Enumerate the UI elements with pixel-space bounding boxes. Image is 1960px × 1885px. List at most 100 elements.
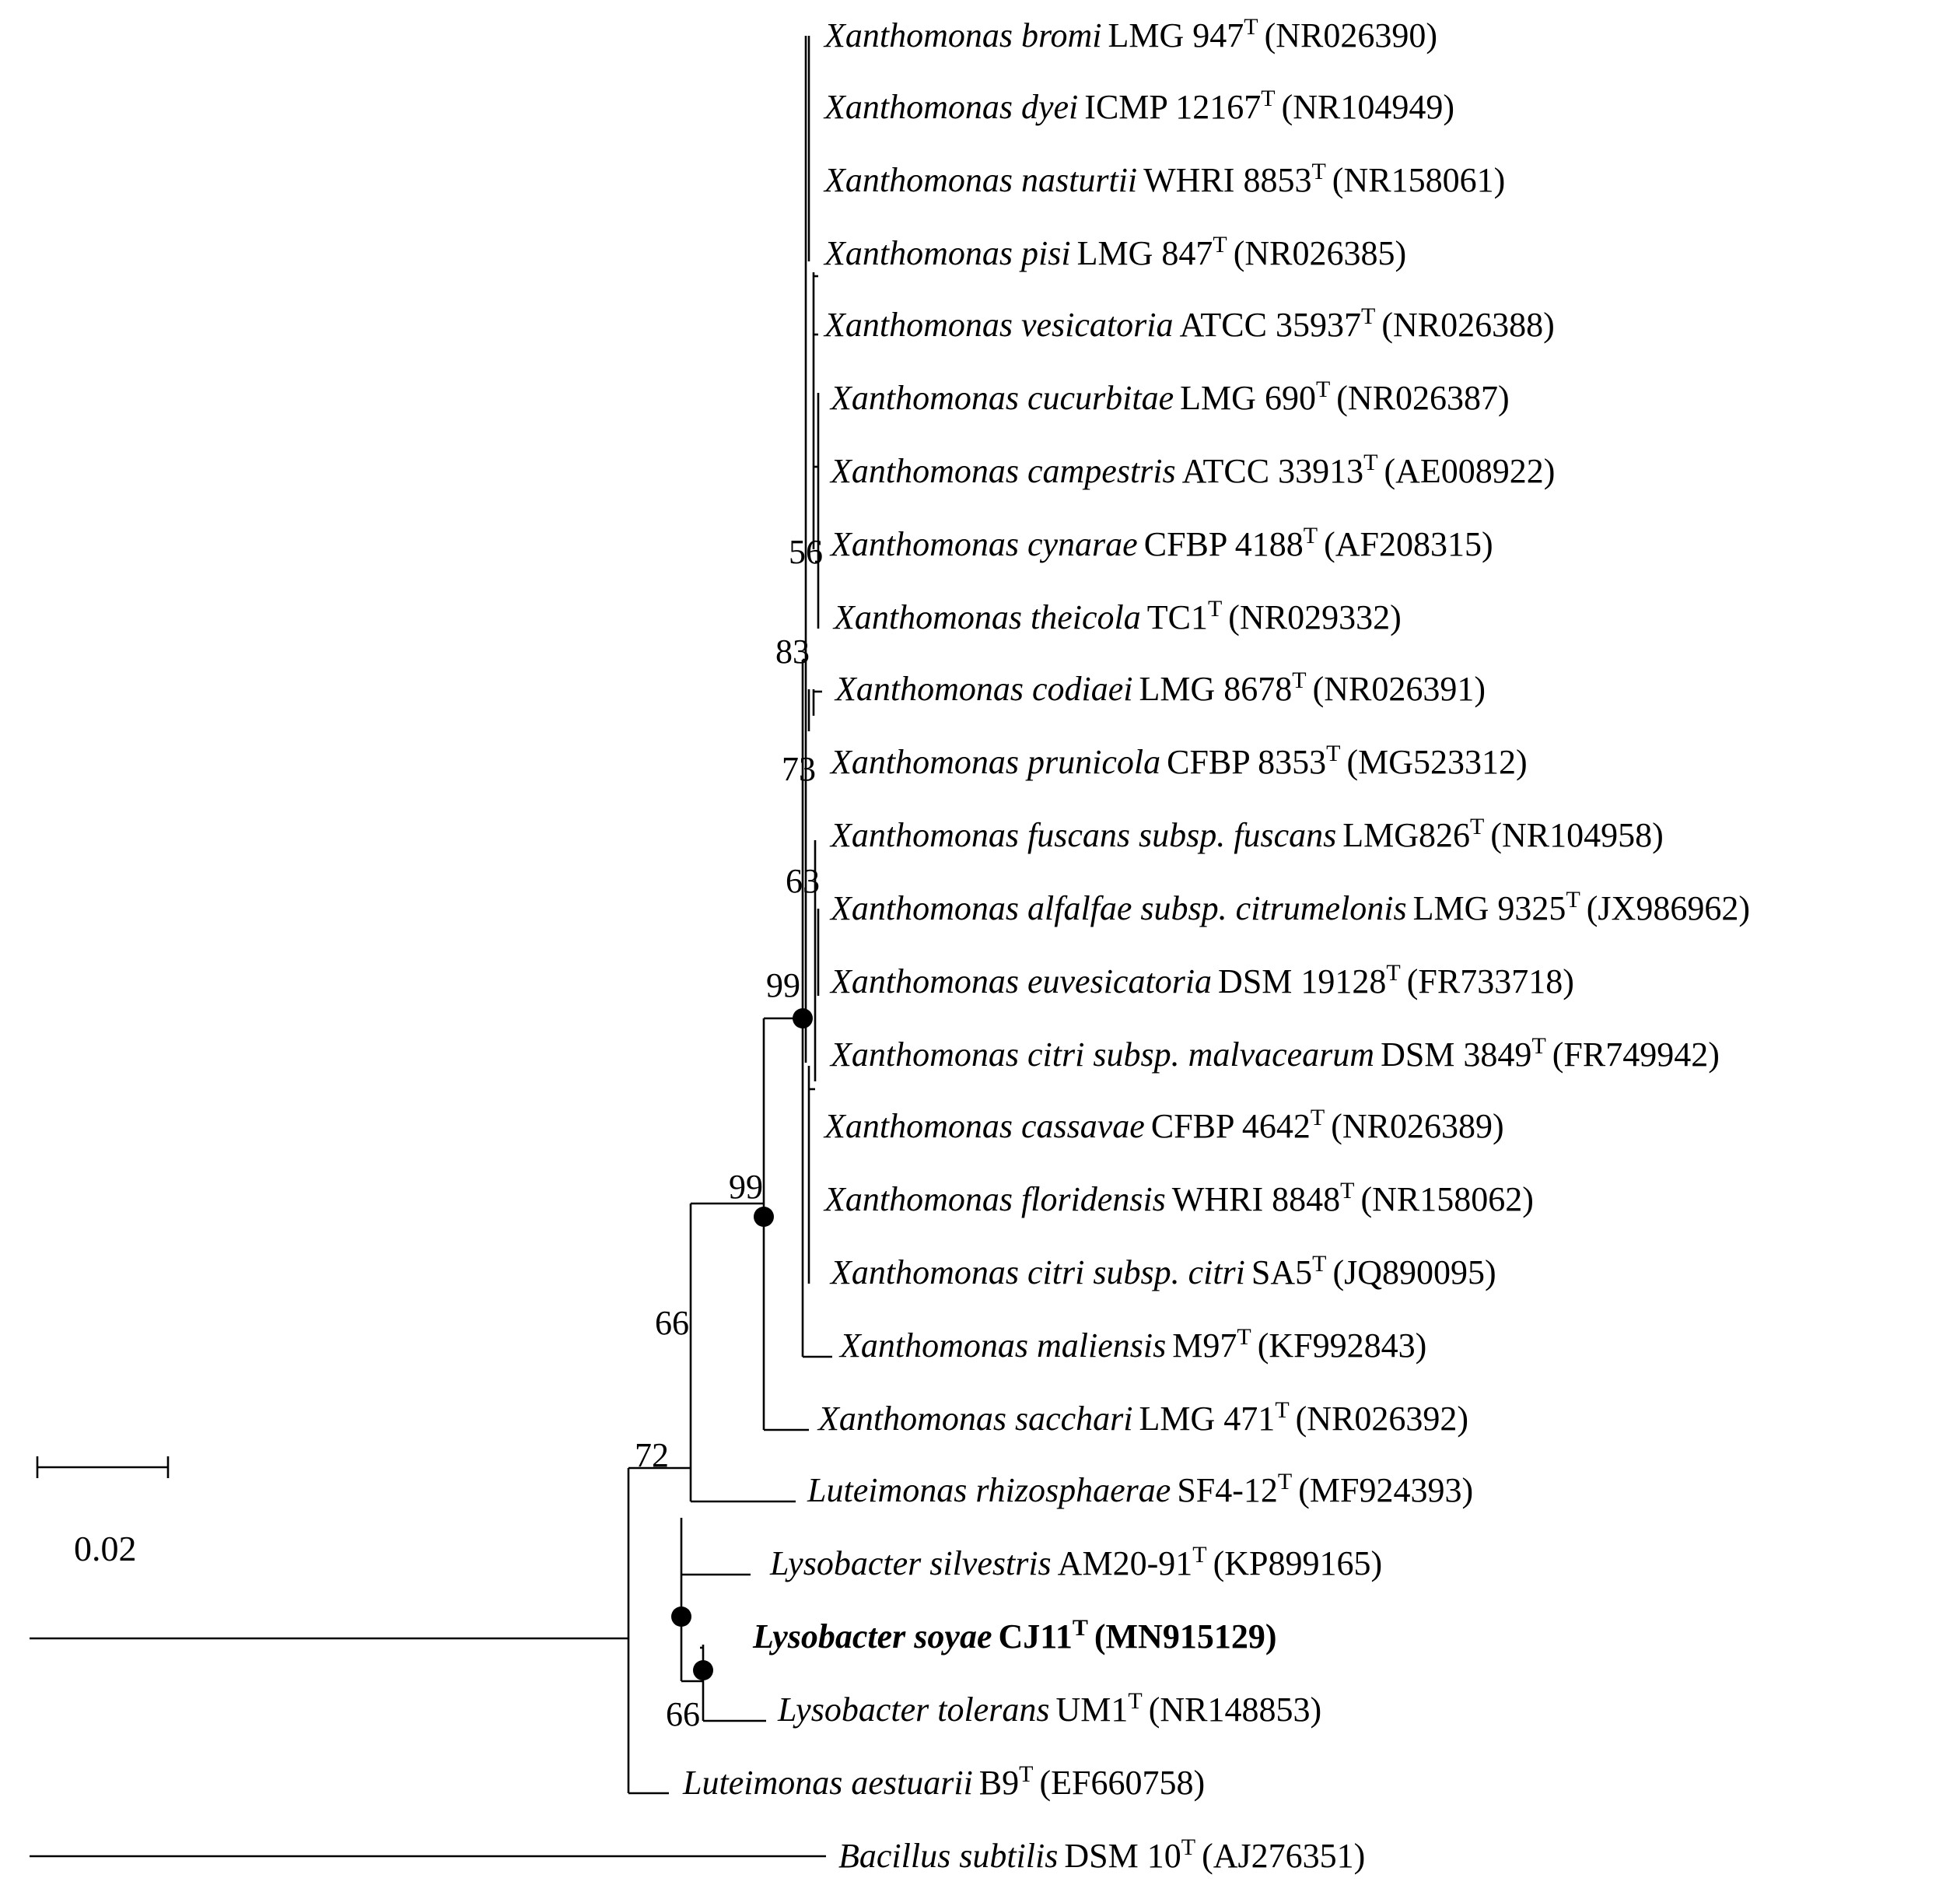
type-strain-mark: T — [1261, 86, 1275, 111]
type-strain-mark: T — [1386, 960, 1400, 986]
strain-name: WHRI 8848 — [1172, 1180, 1340, 1218]
strain-name: LMG 471 — [1139, 1400, 1276, 1438]
taxon-label-luteimonas-rhizosphaerae: Luteimonas rhizosphaerae SF4-12T (MF924393… — [807, 1469, 1473, 1509]
species-name: Xanthomonas nasturtii — [823, 161, 1137, 199]
species-name: Luteimonas rhizosphaerae — [807, 1471, 1171, 1509]
type-strain-mark: T — [1181, 1834, 1195, 1860]
bootstrap-value-xanthomonas-all: 99 — [729, 1168, 763, 1206]
taxon-label-xanthomonas-vesicatoria: Xanthomonas vesicatoria ATCC 35937T (NR026… — [823, 303, 1555, 344]
taxon-label-xanthomonas-dyei: Xanthomonas dyei ICMP 12167T (NR104949) — [823, 86, 1454, 126]
accession-number: (JX986962) — [1587, 889, 1750, 927]
scale-bar-label: 0.02 — [74, 1529, 137, 1568]
strain-name: UM1 — [1055, 1691, 1128, 1729]
strain-name: CFBP 8353 — [1167, 743, 1326, 781]
taxon-label-xanthomonas-cassavae: Xanthomonas cassavae CFBP 4642T (NR026389) — [823, 1105, 1504, 1145]
accession-number: (NR026388) — [1381, 306, 1554, 344]
strain-name: DSM 3849 — [1381, 1035, 1531, 1074]
type-strain-mark: T — [1192, 1542, 1206, 1568]
node-dot-2 — [671, 1606, 691, 1627]
species-name: Xanthomonas pisi — [823, 234, 1071, 272]
strain-name: LMG 947 — [1108, 16, 1244, 54]
accession-number: (NR026385) — [1234, 234, 1406, 272]
accession-number: (NR104958) — [1490, 816, 1663, 854]
type-strain-mark: T — [1363, 450, 1377, 475]
strain-name: ATCC 35937 — [1180, 306, 1361, 344]
species-name: Xanthomonas citri subsp. citri — [829, 1253, 1245, 1291]
bootstrap-value-codiaei-prunicola: 73 — [782, 750, 816, 788]
species-name: Xanthomonas cucurbitae — [829, 379, 1174, 417]
type-strain-mark: T — [1292, 667, 1306, 693]
type-strain-mark: T — [1470, 814, 1484, 839]
species-name: Xanthomonas bromi — [823, 16, 1102, 54]
type-strain-mark: T — [1311, 1105, 1325, 1130]
strain-name: LMG 690 — [1180, 379, 1316, 417]
accession-number: (AJ276351) — [1202, 1837, 1365, 1875]
taxon-label-xanthomonas-cynarae: Xanthomonas cynarae CFBP 4188T (AF208315) — [829, 523, 1493, 563]
taxon-label-xanthomonas-euvesicatoria: Xanthomonas euvesicatoria DSM 19128T (FR73… — [829, 960, 1574, 1000]
accession-number: (NR104949) — [1282, 88, 1454, 126]
taxon-label-bacillus-subtilis: Bacillus subtilis DSM 10T (AJ276351) — [838, 1834, 1365, 1875]
bootstrap-value-ingroup: 72 — [635, 1436, 669, 1474]
species-name: Xanthomonas floridensis — [823, 1180, 1166, 1218]
type-strain-mark: T — [1312, 1251, 1326, 1277]
strain-name: LMG826 — [1342, 816, 1470, 854]
strain-name: AM20-91 — [1058, 1544, 1193, 1582]
strain-name: M97 — [1172, 1326, 1237, 1365]
bootstrap-value-theicola-cynarae: 56 — [789, 533, 823, 571]
type-strain-mark: T — [1244, 14, 1258, 40]
accession-number: (NR026387) — [1336, 379, 1509, 417]
taxon-label-xanthomonas-fuscans-subsp-fuscans: Xanthomonas fuscans subsp. fuscans LMG826… — [829, 814, 1664, 854]
strain-name: DSM 19128 — [1218, 962, 1386, 1000]
type-strain-mark: T — [1304, 523, 1318, 548]
species-name: Lysobacter silvestris — [769, 1544, 1052, 1582]
bootstrap-value-soyae-tolerans: 66 — [666, 1695, 700, 1733]
species-name: Xanthomonas cynarae — [829, 525, 1138, 563]
strain-name: B9 — [979, 1764, 1019, 1802]
species-name: Lysobacter tolerans — [777, 1691, 1049, 1729]
taxon-label-xanthomonas-nasturtii: Xanthomonas nasturtii WHRI 8853T (NR158061… — [823, 159, 1505, 199]
type-strain-mark: T — [1213, 232, 1227, 258]
type-strain-mark: T — [1311, 159, 1325, 184]
taxon-label-xanthomonas-cucurbitae: Xanthomonas cucurbitae LMG 690T (NR026387) — [829, 377, 1510, 417]
accession-number: (NR029332) — [1228, 598, 1401, 636]
taxon-label-xanthomonas-citri-subsp-malvacearum: Xanthomonas citri subsp. malvacearum DSM … — [829, 1033, 1720, 1074]
species-name: Xanthomonas prunicola — [829, 743, 1160, 781]
species-name: Lysobacter soyae — [752, 1617, 992, 1656]
strain-name: DSM 10 — [1064, 1837, 1181, 1875]
tree-branches — [30, 36, 832, 1858]
taxon-label-xanthomonas-bromi: Xanthomonas bromi LMG 947T (NR026390) — [823, 14, 1437, 54]
accession-number: (NR026390) — [1265, 16, 1437, 54]
taxon-label-xanthomonas-floridensis: Xanthomonas floridensis WHRI 8848T (NR1580… — [823, 1178, 1534, 1218]
strain-name: SA5 — [1251, 1253, 1312, 1291]
accession-number: (NR026389) — [1331, 1107, 1503, 1145]
type-strain-mark: T — [1208, 596, 1222, 622]
species-name: Xanthomonas dyei — [823, 88, 1078, 126]
accession-number: (FR749942) — [1552, 1035, 1720, 1074]
node-dot-0 — [793, 1008, 813, 1028]
taxon-label-xanthomonas-citri-subsp-citri: Xanthomonas citri subsp. citri SA5T (JQ890… — [829, 1251, 1496, 1291]
species-name: Xanthomonas theicola — [832, 598, 1141, 636]
node-dot-1 — [754, 1207, 774, 1227]
type-strain-mark: T — [1128, 1688, 1142, 1714]
species-name: Xanthomonas sacchari — [817, 1400, 1133, 1438]
accession-number: (JQ890095) — [1332, 1253, 1496, 1291]
type-strain-mark: T — [1326, 741, 1340, 766]
strain-name: CFBP 4642 — [1151, 1107, 1311, 1145]
accession-number: (NR026392) — [1296, 1400, 1468, 1438]
taxon-label-xanthomonas-maliensis: Xanthomonas maliensis M97T (KF992843) — [838, 1324, 1426, 1365]
type-strain-mark: T — [1566, 887, 1580, 913]
taxon-labels: Xanthomonas bromi LMG 947T (NR026390)Xanth… — [682, 14, 1750, 1875]
species-name: Xanthomonas cassavae — [823, 1107, 1145, 1145]
accession-number: (NR158061) — [1332, 161, 1505, 199]
species-name: Xanthomonas vesicatoria — [823, 306, 1174, 344]
taxon-label-xanthomonas-pisi: Xanthomonas pisi LMG 847T (NR026385) — [823, 232, 1406, 272]
accession-number: (NR158062) — [1360, 1180, 1533, 1218]
bootstrap-value-xanthomonas-core: 99 — [766, 966, 800, 1004]
node-dot-3 — [693, 1660, 713, 1680]
taxon-label-xanthomonas-prunicola: Xanthomonas prunicola CFBP 8353T (MG523312… — [829, 741, 1528, 781]
strain-name: LMG 8678 — [1139, 670, 1293, 708]
type-strain-mark: T — [1237, 1324, 1251, 1350]
strain-name: ATCC 33913 — [1182, 452, 1363, 490]
taxon-label-luteimonas-aestuarii: Luteimonas aestuarii B9T (EF660758) — [682, 1761, 1205, 1802]
